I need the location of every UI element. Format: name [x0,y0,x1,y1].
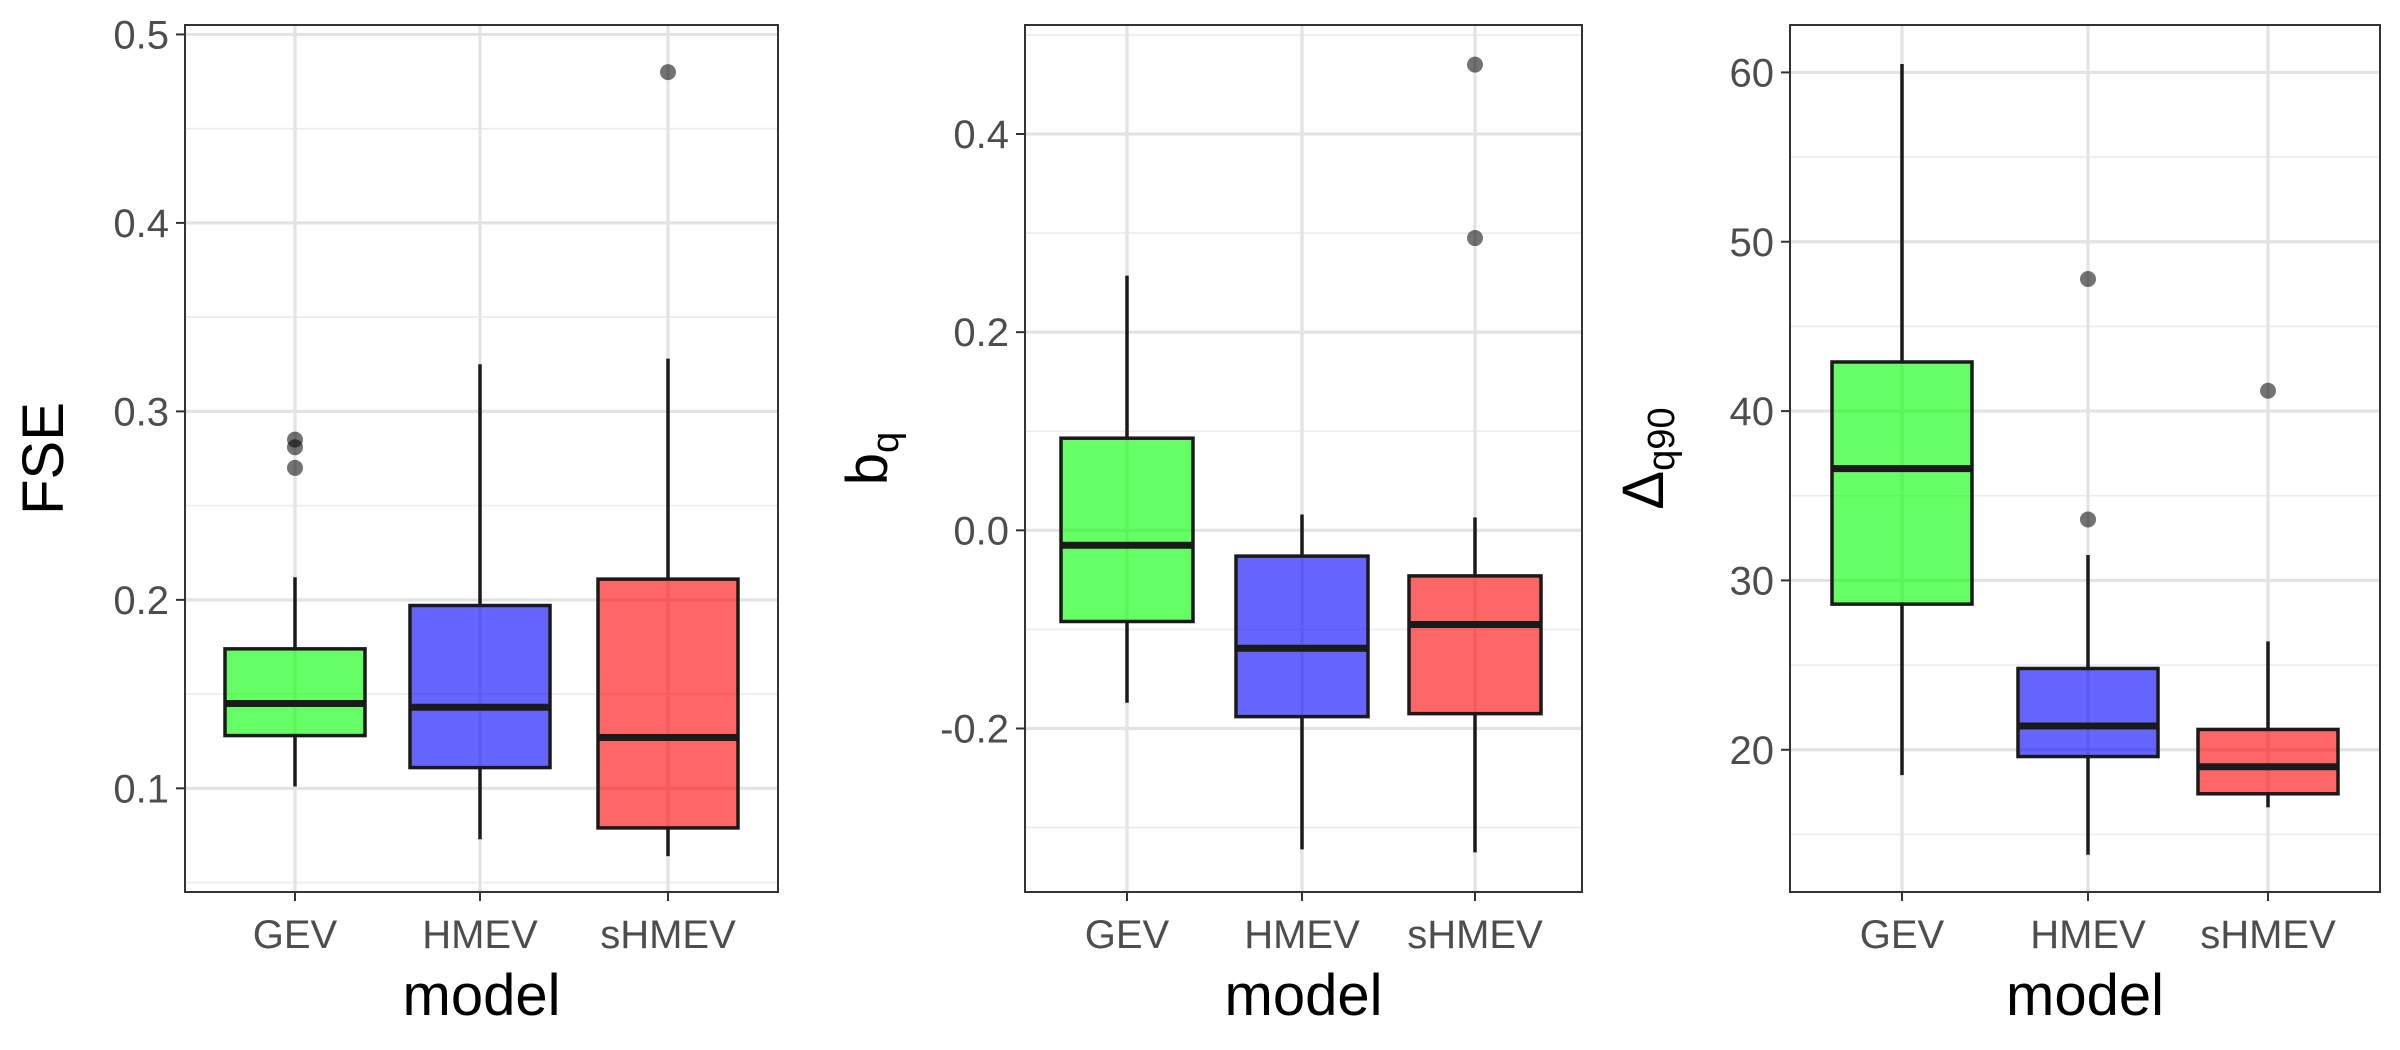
y-tick-label: 0.5 [113,13,169,57]
y-axis-title-main: Δ [1611,471,1676,510]
y-tick-label: 60 [1730,51,1775,95]
box-shmev [2196,727,2340,796]
box-hmev [1234,554,1370,719]
panel-border [1024,24,1583,893]
y-tick-label: 40 [1730,390,1775,434]
y-axis-title: FSE [11,402,76,515]
outlier-point [1467,230,1483,247]
y-axis-title-subscript: q [865,432,907,453]
y-tick-label: 0.2 [113,579,169,623]
box-hmev [2016,666,2160,759]
outlier-point [2260,382,2276,399]
y-tick-label: 50 [1730,221,1775,265]
x-tick-label: GEV [253,913,338,957]
box-gev [1830,360,1974,606]
box-shmev [596,577,740,830]
x-tick-label: HMEV [1244,913,1360,957]
x-tick-label: GEV [1085,913,1170,957]
x-tick-label: sHMEV [1407,913,1543,957]
x-axis-title: model [403,963,561,1028]
fse-boxplot-panel: 0.1 0.2 0.3 0.4 0.5 GEV HMEV sHMEV model FSE [11,13,779,1028]
outlier-point [287,459,303,476]
outlier-point [2080,271,2096,288]
box-shmev [1407,574,1543,716]
y-tick-label: 0.4 [953,113,1009,157]
y-axis-title: bq [835,432,907,485]
x-axis-title: model [2006,963,2164,1028]
box-gev [1059,436,1195,624]
y-tick-label: 0.2 [953,311,1009,355]
box-gev [223,647,367,738]
panel-border [1789,24,2381,893]
y-tick-label: 0.3 [113,390,169,434]
x-axis-title: model [1225,963,1383,1028]
y-tick-label: 20 [1730,729,1775,773]
y-tick-label: 0.1 [113,767,169,811]
box-hmev [408,603,552,770]
x-tick-label: HMEV [2030,913,2146,957]
y-axis-title: Δq90 [1611,407,1683,509]
delta-q90-boxplot-panel: 20 30 40 50 60 GEV HMEV sHMEV model Δq90 [1611,24,2381,1028]
outlier-point [287,431,303,448]
x-tick-label: HMEV [422,913,538,957]
y-tick-label: 30 [1730,559,1775,603]
panel-border [184,24,779,893]
x-tick-label: GEV [1860,913,1945,957]
bias-boxplot-panel: -0.2 0.0 0.2 0.4 GEV HMEV sHMEV model bq [835,24,1583,1028]
x-tick-label: sHMEV [600,913,736,957]
outlier-point [1467,56,1483,73]
y-tick-label: 0.4 [113,202,169,246]
y-axis-title-main: FSE [11,402,76,515]
y-tick-label: 0.0 [953,509,1009,553]
outlier-point [660,64,676,81]
y-axis-title-main: b [835,453,900,485]
y-axis-title-subscript: q90 [1641,407,1683,470]
x-tick-label: sHMEV [2200,913,2336,957]
outlier-point [2080,511,2096,528]
y-tick-label: -0.2 [940,708,1009,752]
